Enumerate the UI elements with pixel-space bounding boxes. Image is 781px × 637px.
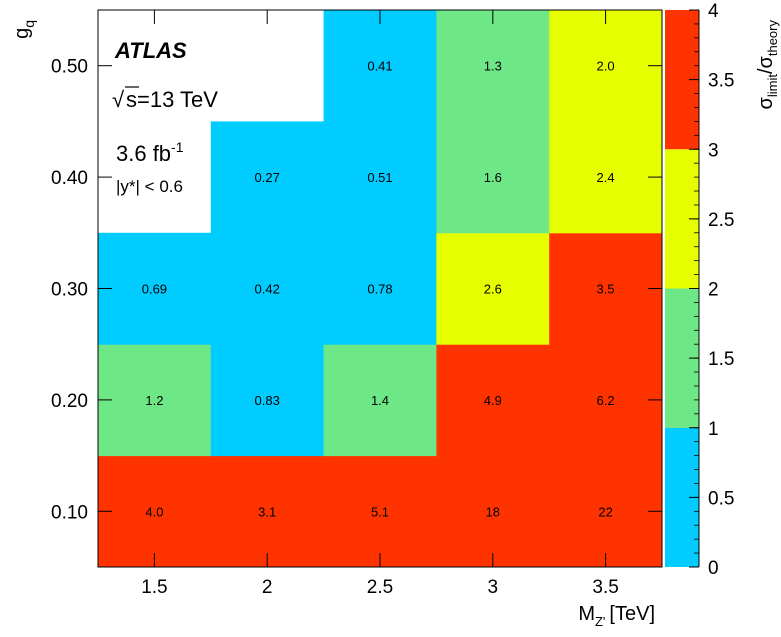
cell-value-label: 3.1	[258, 504, 276, 519]
cell-value-label: 2.0	[597, 59, 615, 74]
heatmap-cell	[98, 455, 212, 568]
heatmap-cell	[436, 10, 550, 122]
heatmap-cell	[323, 344, 437, 457]
colorbar-title-limit: limit	[765, 74, 780, 97]
colorbar-title-slash: /	[755, 68, 777, 74]
y-tick-label: 0.20	[51, 391, 88, 412]
cell-value-label: 0.78	[367, 282, 392, 297]
cell-value-label: 0.27	[255, 170, 280, 185]
colorbar-title-sigma2: σ	[755, 55, 777, 68]
cell-labels-layer: 4.0 3.1 5.1 18 22 1.2 0.83 1.4 4.9 6.2 0.69 0.42 0.7…	[142, 59, 615, 520]
cell-value-label: 4.9	[484, 393, 502, 408]
cell-value-label: 22	[598, 504, 612, 519]
x-tick-label: 3.5	[592, 577, 618, 598]
heatmap-cell	[98, 344, 212, 457]
colorbar-tick-label: 2	[708, 280, 719, 301]
cell-value-label: 4.0	[145, 504, 163, 519]
x-tick-label: 1.5	[141, 577, 167, 598]
x-axis-title-unit: [TeV]	[609, 603, 655, 625]
colorbar-tick-label: 3.5	[708, 71, 734, 92]
y-tick-label: 0.40	[51, 168, 88, 189]
cell-value-label: 1.2	[145, 393, 163, 408]
heatmap-cell	[210, 344, 325, 457]
luminosity-value: 3.6 fb	[116, 141, 171, 166]
experiment-label: ATLAS	[114, 38, 187, 63]
colorbar-title: σlimit/σtheory	[755, 20, 780, 110]
colorbar-tick-label: 0	[708, 558, 719, 579]
y-axis-title-main: g	[11, 28, 33, 39]
colorbar-tick-label: 3	[708, 140, 719, 161]
x-axis: 1.5 2 2.5 3 3.5	[141, 10, 619, 598]
rapidity-cut-label: |y*| < 0.6	[116, 177, 183, 196]
cell-value-label: 18	[486, 504, 500, 519]
heatmap-cell	[210, 121, 325, 234]
heatmap-cell	[549, 344, 663, 457]
heatmap-cell	[436, 344, 550, 457]
colorbar-axis: 0 0.5 1 1.5 2 2.5 3 3.5 4	[689, 1, 734, 579]
cell-value-label: 1.6	[484, 170, 502, 185]
colorbar-tick-label: 2.5	[708, 210, 734, 231]
cell-value-label: 1.3	[484, 59, 502, 74]
colorbar-title-theory: theory	[765, 20, 780, 57]
cell-value-label: 6.2	[597, 393, 615, 408]
energy-label: s=13 TeV	[126, 87, 218, 112]
colorbar-tick-label: 0.5	[708, 488, 734, 509]
colorbar-tick-label: 1.5	[708, 349, 734, 370]
colorbar-tick-label: 1	[708, 419, 719, 440]
luminosity-exponent: -1	[171, 139, 184, 155]
heatmap-cell	[210, 232, 325, 345]
heatmap-cell	[549, 455, 663, 568]
x-axis-title-sub: Z'	[595, 614, 605, 629]
cell-value-label: 0.42	[255, 282, 280, 297]
y-axis: 0.10 0.20 0.30 0.40 0.50	[51, 57, 662, 523]
heatmap-cell	[549, 121, 663, 234]
y-tick-label: 0.50	[51, 57, 88, 78]
x-axis-title-main: M	[578, 603, 595, 625]
heatmap-cell	[323, 232, 437, 345]
cell-value-label: 0.51	[367, 170, 392, 185]
y-tick-label: 0.10	[51, 502, 88, 523]
heatmap-cell	[549, 232, 663, 345]
cell-value-label: 0.69	[142, 282, 167, 297]
cell-value-label: 5.1	[371, 504, 389, 519]
y-axis-title: gq	[11, 20, 37, 39]
luminosity-label: 3.6 fb-1	[116, 139, 184, 166]
colorbar-tick-label: 4	[708, 1, 719, 22]
cell-value-label: 2.6	[484, 282, 502, 297]
cells-layer	[98, 10, 663, 568]
x-tick-label: 2	[262, 577, 273, 598]
heatmap-cell	[323, 10, 437, 122]
heatmap-cell	[436, 455, 550, 568]
x-axis-title: MZ' [TeV]	[578, 603, 655, 629]
heatmap-cell	[323, 121, 437, 234]
y-tick-label: 0.30	[51, 280, 88, 301]
x-tick-label: 3	[488, 577, 499, 598]
heatmap-cell	[436, 121, 550, 234]
heatmap-cell	[323, 455, 437, 568]
colorbar	[665, 10, 700, 567]
energy-sqrt-symbol: √	[112, 87, 125, 112]
heatmap-cell	[98, 232, 212, 345]
heatmap-cell	[436, 232, 550, 345]
cell-value-label: 0.41	[367, 59, 392, 74]
x-tick-label: 2.5	[367, 577, 393, 598]
heatmap-cell	[210, 455, 325, 568]
colorbar-title-sigma1: σ	[755, 97, 777, 110]
y-axis-title-sub: q	[21, 20, 37, 28]
heatmap-cell	[549, 10, 663, 122]
cell-value-label: 0.83	[255, 393, 280, 408]
cell-value-label: 1.4	[371, 393, 389, 408]
cell-value-label: 3.5	[597, 282, 615, 297]
cell-value-label: 2.4	[597, 170, 615, 185]
